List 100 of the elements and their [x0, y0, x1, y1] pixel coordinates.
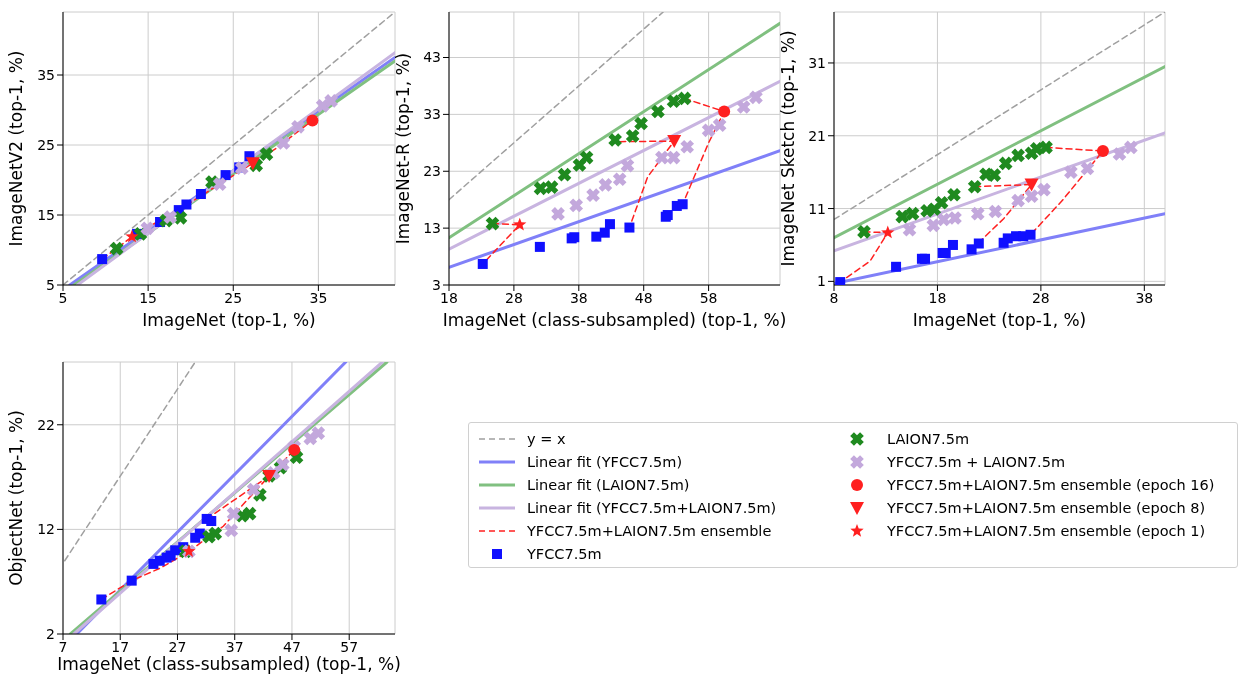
point: [749, 90, 763, 105]
point: [677, 199, 688, 210]
y-tick-label: 2: [46, 625, 55, 642]
point: [857, 225, 871, 239]
point: [1011, 148, 1025, 163]
point: [246, 482, 261, 497]
point: [586, 188, 600, 202]
point: [620, 158, 635, 173]
point: [634, 116, 648, 131]
legend-label: Linear fit (YFCC7.5m+LAION7.5m): [527, 499, 777, 516]
point: [242, 506, 257, 521]
point: [557, 167, 572, 182]
point: [1080, 161, 1095, 176]
point: [544, 180, 559, 195]
point: [109, 241, 124, 256]
point: [895, 209, 910, 224]
point: [195, 189, 206, 199]
legend-label: YFCC7.5m+LAION7.5m ensemble: [527, 522, 772, 539]
y-tick-label: 25: [37, 136, 55, 153]
point: [655, 150, 669, 165]
x-tick-label: 17: [111, 638, 130, 655]
point: [97, 254, 108, 265]
point: [259, 147, 274, 161]
point: [1037, 182, 1051, 197]
y-tick-label: 22: [37, 416, 55, 433]
y-tick-label: 1: [817, 273, 826, 290]
point: [612, 172, 627, 187]
point: [212, 177, 227, 192]
x-tick-label: 38: [1135, 289, 1154, 306]
x-tick-label: 47: [283, 638, 301, 655]
y-tick-label: 15: [37, 206, 55, 223]
point: [973, 238, 984, 249]
x-tick-label: 28: [504, 289, 523, 306]
point: [324, 94, 338, 108]
x-tick-label: 7: [58, 638, 68, 655]
x-axis-title: ImageNet (class-subsampled) (top-1, %): [442, 310, 787, 330]
y-tick-label: 23: [423, 163, 441, 180]
point: [291, 119, 305, 134]
point: [220, 170, 231, 181]
point: [311, 426, 326, 440]
point: [579, 150, 594, 165]
legend-label: Linear fit (LAION7.5m): [527, 476, 690, 493]
point: [967, 179, 982, 194]
point: [1025, 229, 1036, 240]
point: [736, 100, 751, 114]
legend-label: y = x: [527, 430, 566, 447]
x-tick-label: 38: [569, 289, 588, 306]
point: [1024, 189, 1039, 204]
point: [96, 594, 107, 605]
point: [126, 575, 137, 586]
point: [902, 222, 917, 237]
point: [835, 277, 846, 285]
legend-label: YFCC7.5m+LAION7.5m ensemble (epoch 16): [887, 476, 1215, 493]
x-tick-label: 58: [699, 289, 718, 306]
point: [591, 231, 602, 242]
point: [891, 261, 902, 272]
point: [947, 187, 961, 202]
point: [234, 161, 249, 175]
point: [569, 198, 584, 213]
y-tick-label: 33: [423, 106, 441, 123]
y-axis-title: ObjectNet (top-1, %): [6, 410, 26, 586]
point: [551, 207, 565, 221]
legend-label: YFCC7.5m + LAION7.5m: [887, 453, 1066, 470]
point: [1112, 147, 1127, 161]
point: [677, 91, 692, 106]
x-tick-label: 15: [139, 289, 158, 306]
point: [534, 241, 545, 252]
point: [513, 217, 527, 231]
x-tick-label: 5: [58, 289, 68, 306]
x-tick-label: 37: [225, 638, 244, 655]
point: [988, 204, 1003, 219]
point: [608, 133, 622, 147]
y-tick-label: 5: [46, 276, 55, 293]
point: [125, 229, 139, 243]
x-tick-label: 57: [340, 638, 359, 655]
legend-label: Linear fit (YFCC7.5m): [527, 453, 683, 470]
y-tick-label: 12: [37, 521, 55, 538]
point: [224, 523, 239, 538]
point: [1011, 193, 1025, 208]
point: [306, 114, 319, 127]
point: [276, 136, 291, 150]
point: [173, 210, 188, 225]
point: [718, 105, 731, 118]
point: [624, 222, 635, 233]
point: [701, 123, 716, 138]
y-tick-label: 3: [432, 276, 441, 293]
point: [288, 443, 301, 456]
point: [881, 225, 895, 239]
point: [245, 157, 260, 171]
x-tick-label: 35: [309, 289, 328, 306]
point: [181, 199, 192, 210]
point: [651, 104, 665, 119]
y-tick-label: 43: [423, 49, 441, 66]
legend-label: YFCC7.5m: [527, 545, 602, 562]
point: [1039, 140, 1053, 155]
point: [667, 135, 682, 149]
point: [947, 239, 958, 250]
point: [625, 129, 640, 143]
y-axis-title: ImageNetV2 (top-1, %): [6, 50, 26, 247]
point: [598, 178, 613, 192]
